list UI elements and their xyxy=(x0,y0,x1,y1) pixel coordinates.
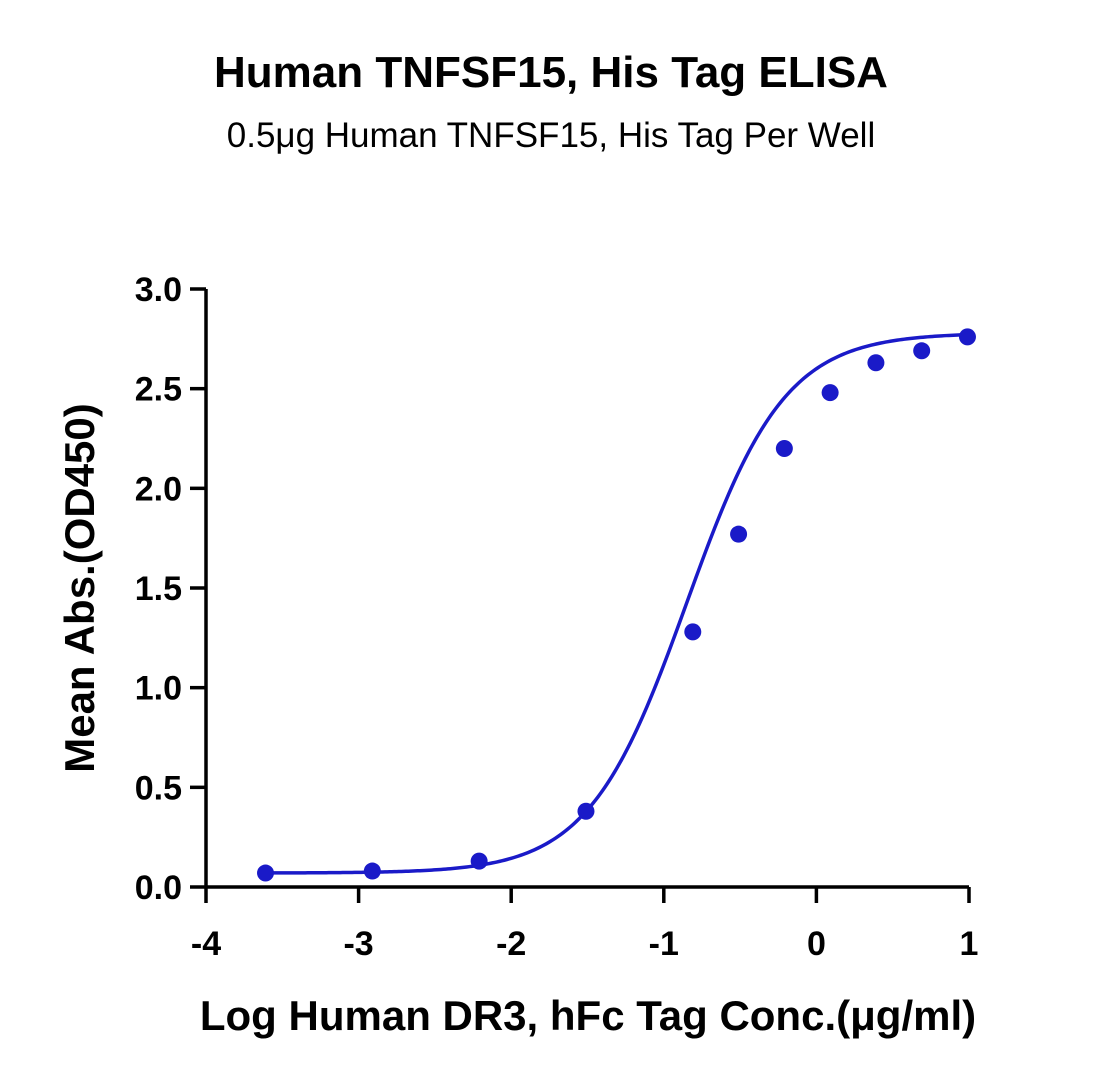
x-tick-label: -2 xyxy=(496,925,526,963)
y-tick-label: 3.0 xyxy=(135,271,182,309)
data-point xyxy=(867,354,885,372)
chart-subtitle: 0.5μg Human TNFSF15, His Tag Per Well xyxy=(226,116,876,155)
y-tick-label: 1.5 xyxy=(135,570,182,608)
chart-title: Human TNFSF15, His Tag ELISA xyxy=(214,48,888,97)
data-point xyxy=(913,342,931,360)
axes: 0.0 0.5 1.0 1.5 2.0 2.5 3.0 -4 -3 -2 -1 0 1 xyxy=(135,271,979,963)
data-point xyxy=(470,852,488,870)
x-axis-title: Log Human DR3, hFc Tag Conc.(μg/ml) xyxy=(200,992,976,1039)
data-point xyxy=(958,328,976,346)
data-point xyxy=(577,802,595,820)
y-tick-label: 0.5 xyxy=(135,769,182,807)
x-tick-label: -3 xyxy=(343,925,373,963)
x-tick-label: 0 xyxy=(807,925,826,963)
data-point xyxy=(257,864,275,882)
y-axis-title: Mean Abs.(OD450) xyxy=(56,403,103,773)
data-point xyxy=(730,525,748,543)
y-tick-label: 2.0 xyxy=(135,470,182,508)
data-points xyxy=(257,328,976,882)
x-tick-label: -4 xyxy=(191,925,221,963)
y-tick-label: 1.0 xyxy=(135,670,182,708)
x-tick-label: 1 xyxy=(960,925,979,963)
fit-curve xyxy=(265,332,968,875)
x-tick-label: -1 xyxy=(649,925,679,963)
y-tick-label: 2.5 xyxy=(135,371,182,409)
data-point xyxy=(775,439,793,457)
data-point xyxy=(821,384,839,402)
y-tick-label: 0.0 xyxy=(135,869,182,907)
data-point xyxy=(363,862,381,880)
data-point xyxy=(684,623,702,641)
